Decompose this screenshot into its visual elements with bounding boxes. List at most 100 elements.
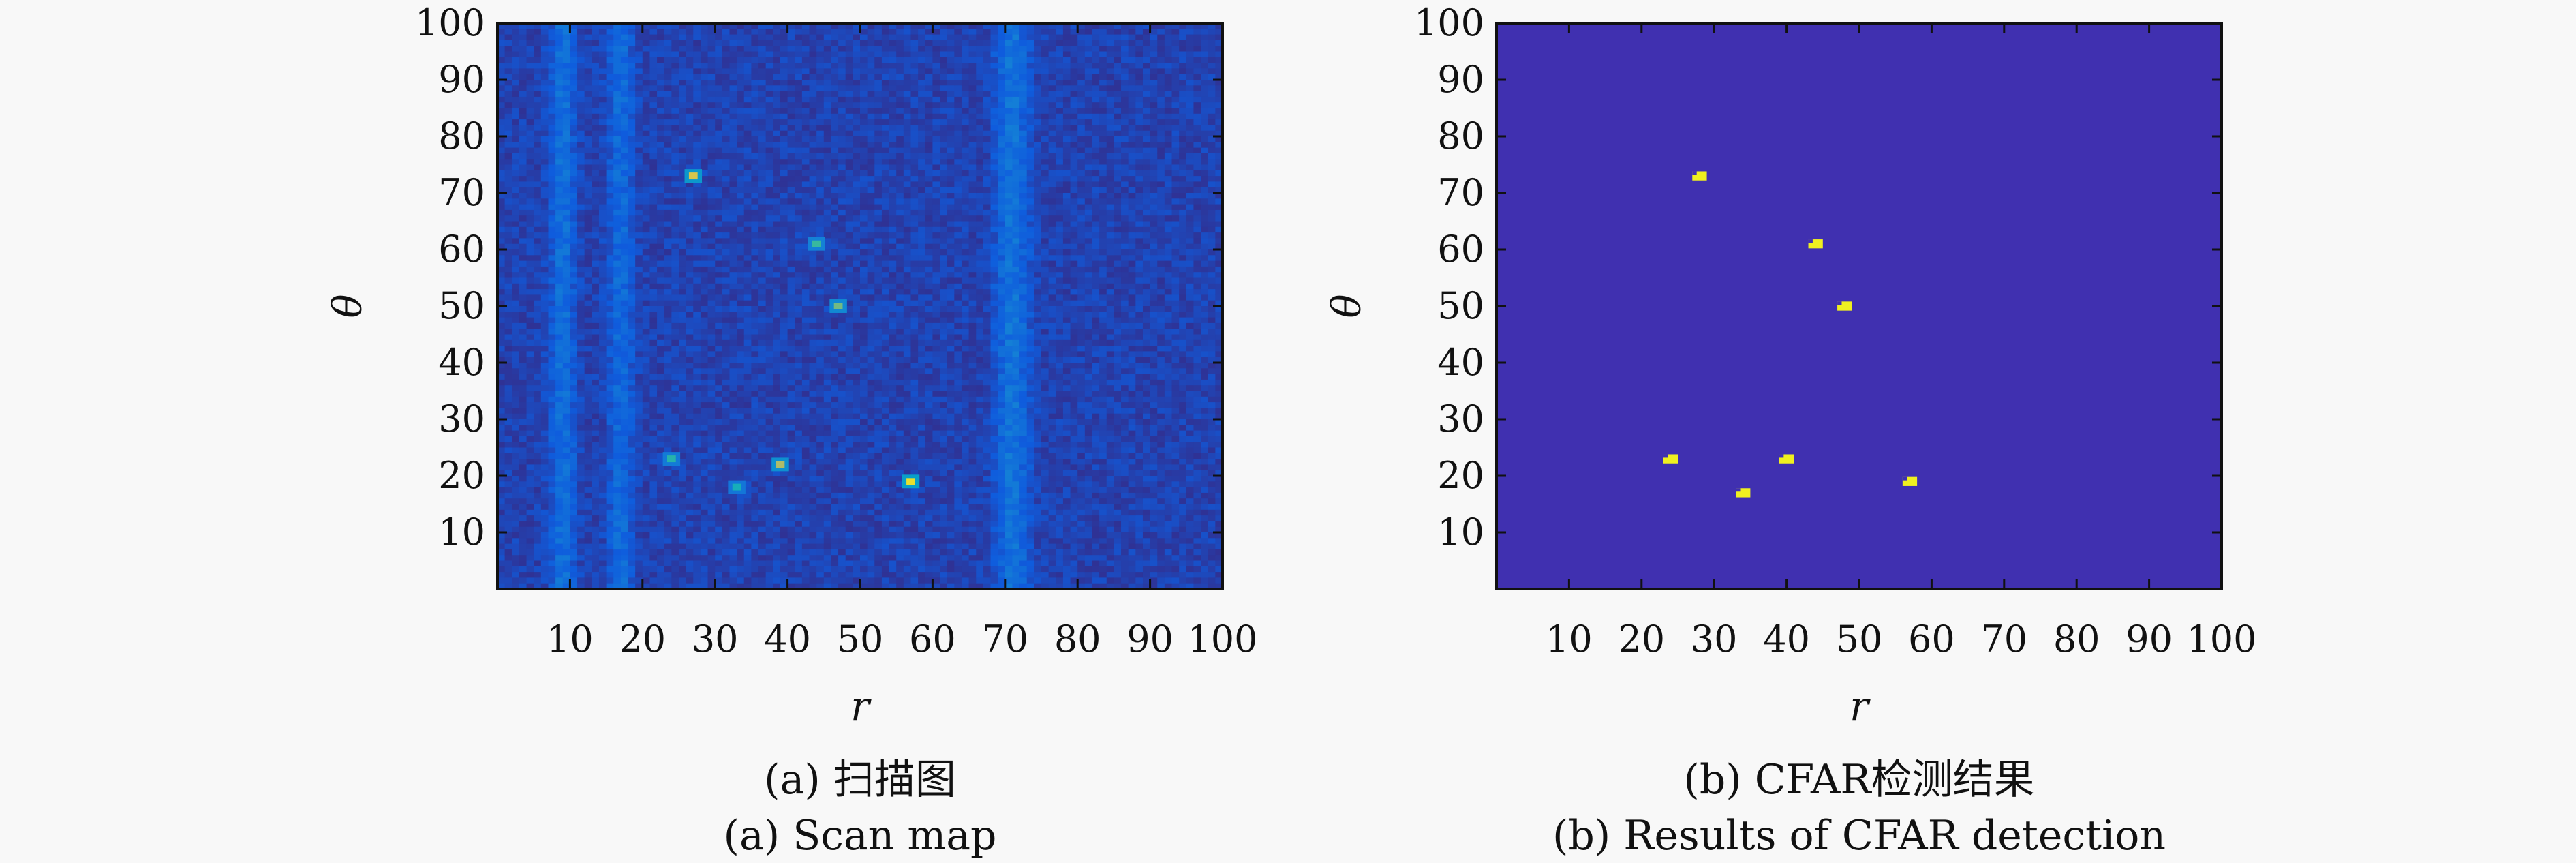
heatmap-cell: [519, 74, 527, 80]
heatmap-cell: [642, 396, 651, 403]
heatmap-cell: [795, 396, 803, 403]
heatmap-cell: [809, 577, 817, 584]
heatmap-cell: [642, 159, 651, 166]
heatmap-cell: [613, 339, 622, 346]
heatmap-cell: [751, 226, 759, 233]
heatmap-cell: [743, 436, 752, 442]
heatmap-cell: [657, 136, 665, 142]
heatmap-cell: [823, 96, 832, 103]
heatmap-cell: [758, 543, 767, 550]
heatmap-cell: [635, 509, 643, 516]
heatmap-cell: [534, 532, 542, 539]
heatmap-cell: [635, 96, 643, 103]
heatmap-cell: [584, 164, 592, 171]
heatmap-cell: [497, 249, 506, 256]
heatmap-cell: [743, 442, 752, 449]
heatmap-cell: [707, 453, 716, 459]
heatmap-cell: [562, 29, 570, 35]
heatmap-cell: [606, 312, 614, 318]
heatmap-cell: [831, 351, 839, 358]
heatmap-cell: [606, 391, 614, 397]
heatmap-cell: [548, 334, 556, 341]
heatmap-cell: [562, 40, 570, 46]
heatmap-cell: [584, 255, 592, 262]
heatmap-cell: [693, 232, 701, 239]
heatmap-cell: [526, 153, 534, 160]
heatmap-cell: [548, 408, 556, 414]
heatmap-cell: [504, 80, 512, 86]
heatmap-cell: [845, 147, 853, 154]
heatmap-cell: [823, 453, 832, 459]
heatmap-cell: [722, 368, 731, 375]
heatmap-cell: [598, 119, 607, 125]
heatmap-cell: [743, 476, 752, 482]
heatmap-cell: [642, 57, 651, 63]
heatmap-cell: [577, 40, 585, 46]
heatmap-cell: [584, 322, 592, 329]
heatmap-cell: [853, 357, 861, 363]
heatmap-cell: [823, 63, 832, 69]
heatmap-cell: [548, 419, 556, 425]
heatmap-cell: [845, 498, 853, 505]
heatmap-cell: [743, 249, 752, 256]
heatmap-cell: [722, 294, 731, 301]
heatmap-cell: [671, 125, 679, 132]
heatmap-cell: [838, 74, 846, 80]
heatmap-cell: [671, 357, 679, 363]
heatmap-cell: [686, 470, 694, 476]
heatmap-cell: [801, 538, 810, 545]
heatmap-cell: [584, 221, 592, 228]
heatmap-cell: [801, 277, 810, 284]
heatmap-cell: [642, 153, 651, 160]
heatmap-cell: [657, 577, 665, 584]
heatmap-cell: [628, 147, 636, 154]
heatmap-cell: [758, 80, 767, 86]
heatmap-cell: [497, 23, 506, 29]
heatmap-cell: [584, 464, 592, 471]
heatmap-cell: [504, 413, 512, 420]
heatmap-cell: [715, 164, 723, 171]
heatmap-cell: [548, 249, 556, 256]
heatmap-cell: [853, 413, 861, 420]
heatmap-cell: [801, 34, 810, 41]
heatmap-cell: [497, 238, 506, 245]
heatmap-cell: [693, 464, 701, 471]
heatmap-cell: [693, 391, 701, 397]
heatmap-cell: [715, 80, 723, 86]
heatmap-cell: [548, 85, 556, 92]
heatmap-cell: [758, 430, 767, 437]
heatmap-cell: [504, 555, 512, 562]
heatmap-cell: [534, 425, 542, 432]
heatmap-cell: [657, 357, 665, 363]
heatmap-cell: [504, 294, 512, 301]
heatmap-cell: [548, 453, 556, 459]
heatmap-cell: [737, 436, 745, 442]
heatmap-cell: [534, 329, 542, 335]
heatmap-cell: [657, 509, 665, 516]
heatmap-cell: [577, 96, 585, 103]
heatmap-cell: [497, 142, 506, 149]
heatmap-cell: [512, 357, 520, 363]
heatmap-cell: [504, 209, 512, 216]
heatmap-cell: [649, 385, 658, 392]
heatmap-cell: [853, 526, 861, 533]
heatmap-cell: [773, 577, 781, 584]
heatmap-cell: [519, 215, 527, 222]
heatmap-cell: [635, 249, 643, 256]
heatmap-cell: [642, 40, 651, 46]
heatmap-cell: [671, 509, 679, 516]
heatmap-cell: [526, 125, 534, 132]
heatmap-cell: [570, 385, 578, 392]
heatmap-cell: [664, 322, 672, 329]
heatmap-cell: [671, 255, 679, 262]
heatmap-cell: [809, 113, 817, 120]
heatmap-cell: [613, 130, 622, 137]
heatmap-cell: [540, 198, 549, 205]
heatmap-cell: [664, 255, 672, 262]
heatmap-cell: [584, 266, 592, 273]
heatmap-cell: [795, 543, 803, 550]
heatmap-cell: [787, 396, 795, 403]
heatmap-cell: [693, 543, 701, 550]
heatmap-cell: [649, 289, 658, 295]
heatmap-cell: [519, 357, 527, 363]
